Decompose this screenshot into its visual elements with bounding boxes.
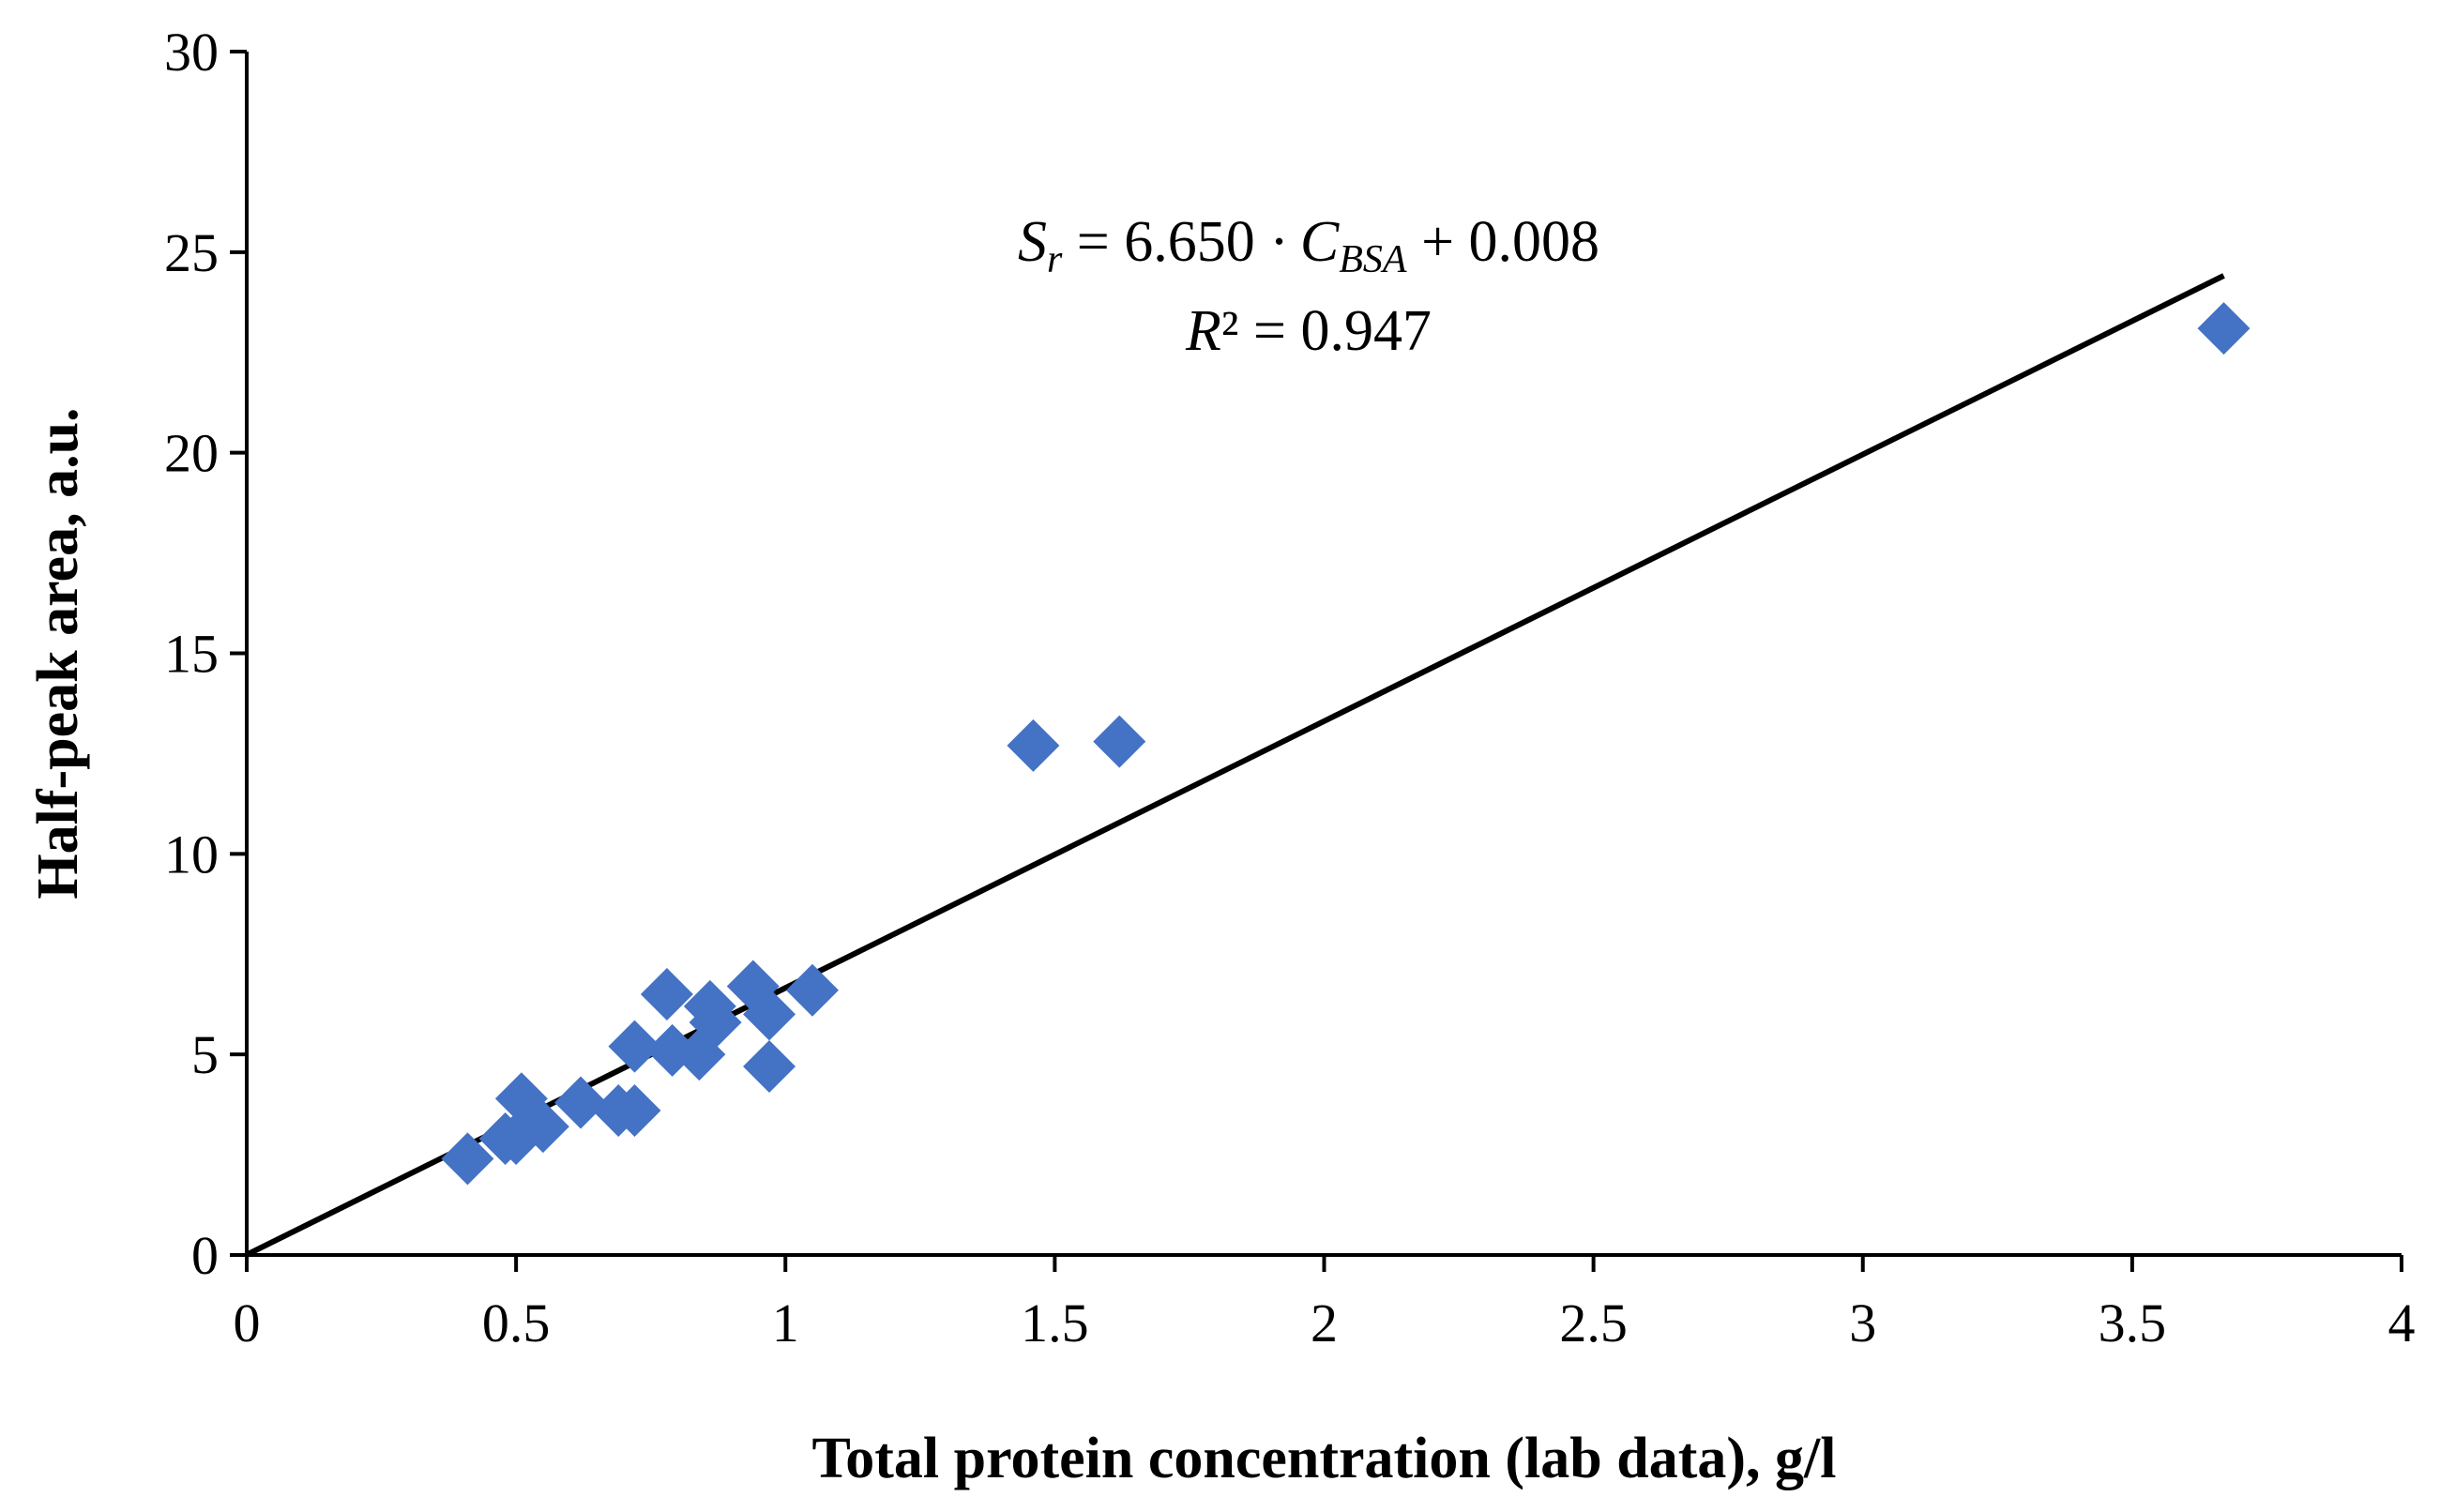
data-point: [1007, 718, 1060, 772]
eq-tail: + 0.008: [1407, 210, 1599, 274]
data-point: [608, 1020, 661, 1073]
data-point: [2197, 302, 2251, 355]
x-tick-label: 2: [1311, 1293, 1338, 1353]
x-tick-label: 4: [2388, 1293, 2416, 1353]
data-point: [640, 968, 693, 1021]
eq-c-symbol: C: [1300, 210, 1340, 274]
r-squared-label: R² = 0.947: [1185, 299, 1432, 363]
y-tick-label: 20: [164, 423, 219, 484]
data-point: [689, 995, 742, 1049]
y-tick-label: 30: [164, 22, 219, 83]
y-tick-label: 10: [164, 824, 219, 885]
data-points: [441, 302, 2251, 1186]
x-tick-label: 3: [1849, 1293, 1876, 1353]
data-point: [1093, 715, 1146, 768]
r2-r-symbol: R: [1185, 299, 1221, 363]
data-point: [743, 1039, 796, 1093]
eq-s-subscript: r: [1047, 238, 1063, 281]
data-point: [554, 1076, 608, 1129]
eq-c-subscript: BSA: [1339, 238, 1407, 281]
x-tick-label: 2.5: [1559, 1293, 1628, 1353]
x-tick-label: 0: [234, 1293, 261, 1353]
x-tick-label: 1: [772, 1293, 799, 1353]
x-axis-title: Total protein concentration (lab data), …: [812, 1427, 1837, 1490]
r2-tail: ² = 0.947: [1221, 299, 1432, 363]
tick-labels: 0 5 10 15 20 25 30 0 0.5 1 1.5 2 2.5 3 3.5 4: [164, 22, 2416, 1353]
data-point: [516, 1100, 569, 1154]
x-tick-label: 3.5: [2099, 1293, 2167, 1353]
eq-middle: = 6.650 ·: [1062, 210, 1289, 274]
y-tick-label: 5: [191, 1024, 219, 1085]
data-point: [441, 1132, 494, 1186]
y-tick-label: 25: [164, 222, 219, 283]
y-tick-label: 15: [164, 624, 219, 685]
y-axis-title: Half-peak area, a.u.: [26, 407, 90, 899]
data-point: [785, 963, 839, 1017]
y-tick-label: 0: [191, 1225, 219, 1286]
regression-equation: Sr = 6.650 · CBSA + 0.008: [1018, 210, 1599, 281]
x-tick-label: 1.5: [1021, 1293, 1089, 1353]
eq-s-symbol: S: [1018, 210, 1047, 274]
tick-marks: [230, 50, 2403, 1272]
data-point: [743, 988, 796, 1041]
x-tick-label: 0.5: [482, 1293, 551, 1353]
data-point: [608, 1084, 661, 1138]
